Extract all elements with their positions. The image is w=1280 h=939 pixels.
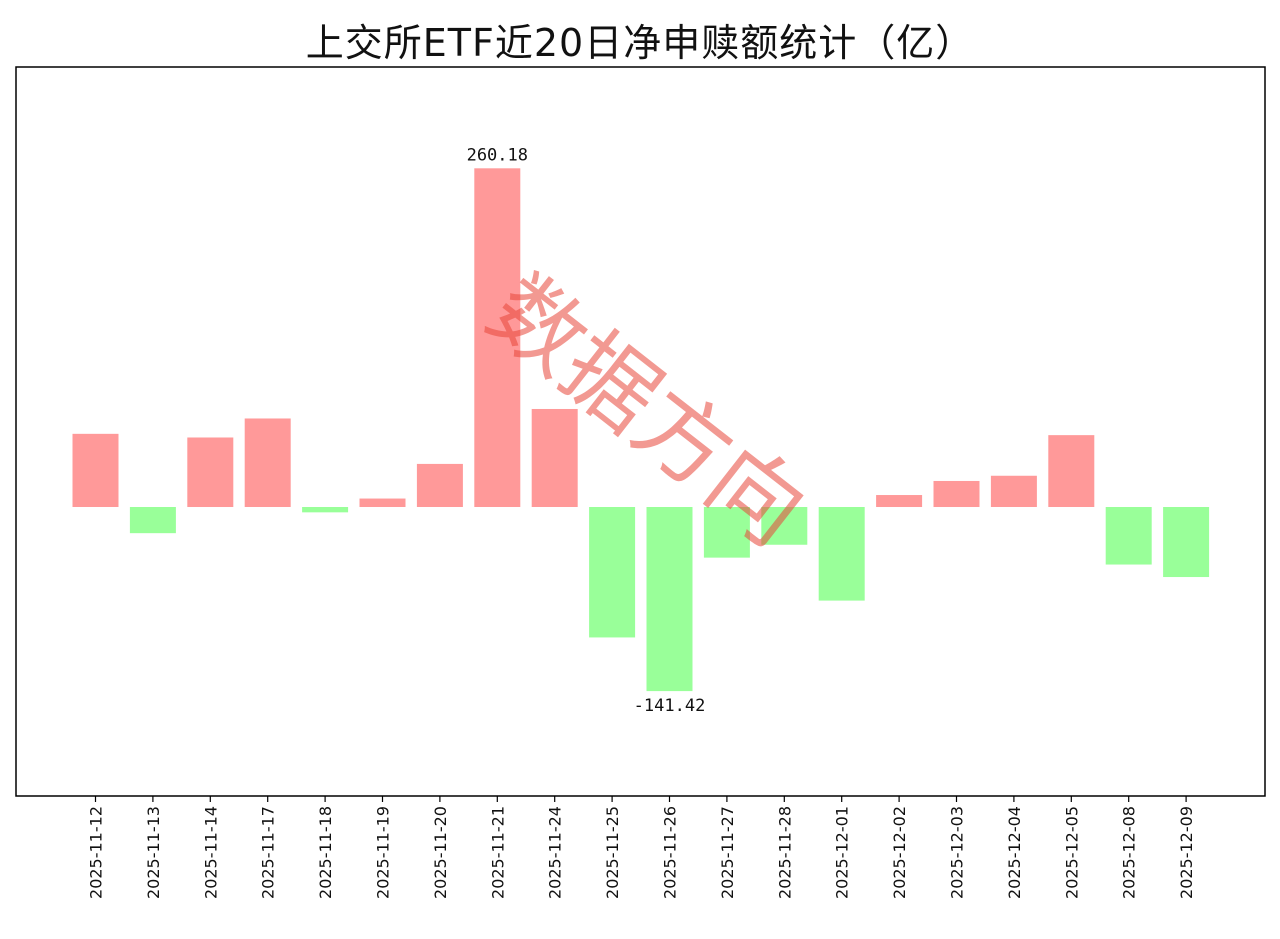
x-tick-label-2025-12-01: 2025-12-01	[833, 806, 852, 899]
x-tick-label-2025-11-25: 2025-11-25	[603, 806, 622, 899]
x-ticks-layer: 2025-11-12 2025-11-13 2025-11-14 2025-11-17…	[87, 796, 1196, 899]
bar-2025-11-21	[474, 168, 521, 508]
bar-2025-11-14	[187, 437, 234, 508]
x-tick-label-2025-11-28: 2025-11-28	[775, 806, 794, 899]
bar-2025-11-28	[761, 507, 808, 545]
bar-2025-11-26	[646, 507, 693, 692]
x-tick-label-2025-12-03: 2025-12-03	[948, 806, 967, 899]
bar-2025-11-18	[302, 507, 349, 513]
bar-2025-11-20	[416, 463, 463, 507]
x-tick-label-2025-11-24: 2025-11-24	[546, 806, 565, 899]
x-tick-label-2025-12-02: 2025-12-02	[890, 806, 909, 899]
bar-2025-12-03	[933, 480, 980, 508]
x-tick-label-2025-11-14: 2025-11-14	[201, 806, 220, 899]
bar-2025-12-02	[876, 495, 923, 508]
data-label-2025-11-26: -141.42	[634, 696, 706, 716]
bars-layer	[72, 168, 1210, 692]
bar-2025-11-24	[531, 408, 578, 507]
x-tick-label-2025-12-05: 2025-12-05	[1062, 806, 1081, 899]
x-tick-label-2025-11-26: 2025-11-26	[661, 806, 680, 899]
x-tick-label-2025-12-04: 2025-12-04	[1005, 806, 1024, 899]
x-tick-label-2025-11-18: 2025-11-18	[316, 806, 335, 899]
bar-2025-12-04	[990, 475, 1037, 507]
bar-2025-11-27	[703, 507, 750, 558]
x-tick-label-2025-11-20: 2025-11-20	[431, 806, 450, 899]
bar-2025-11-25	[589, 507, 636, 638]
bar-2025-12-09	[1163, 507, 1210, 578]
x-tick-label-2025-12-08: 2025-12-08	[1120, 806, 1139, 899]
bar-2025-12-08	[1105, 507, 1152, 565]
bar-2025-12-01	[818, 507, 865, 601]
bar-2025-11-12	[72, 433, 119, 507]
bar-2025-11-19	[359, 498, 406, 507]
bar-2025-12-05	[1048, 435, 1095, 507]
x-tick-label-2025-12-09: 2025-12-09	[1177, 806, 1196, 899]
bar-2025-11-17	[244, 418, 291, 507]
bar-2025-11-13	[129, 507, 176, 534]
x-tick-label-2025-11-27: 2025-11-27	[718, 806, 737, 899]
x-tick-label-2025-11-19: 2025-11-19	[374, 806, 393, 899]
chart-title: 上交所ETF近20日净申赎额统计（亿）	[305, 21, 975, 65]
data-label-2025-11-21: 260.18	[467, 145, 528, 165]
x-tick-label-2025-11-12: 2025-11-12	[87, 806, 106, 899]
x-tick-label-2025-11-17: 2025-11-17	[259, 806, 278, 899]
annotation-layer: 260.18 -141.42	[467, 145, 706, 716]
x-tick-label-2025-11-13: 2025-11-13	[144, 806, 163, 899]
x-tick-label-2025-11-21: 2025-11-21	[488, 806, 507, 899]
plot-frame	[15, 66, 1266, 797]
